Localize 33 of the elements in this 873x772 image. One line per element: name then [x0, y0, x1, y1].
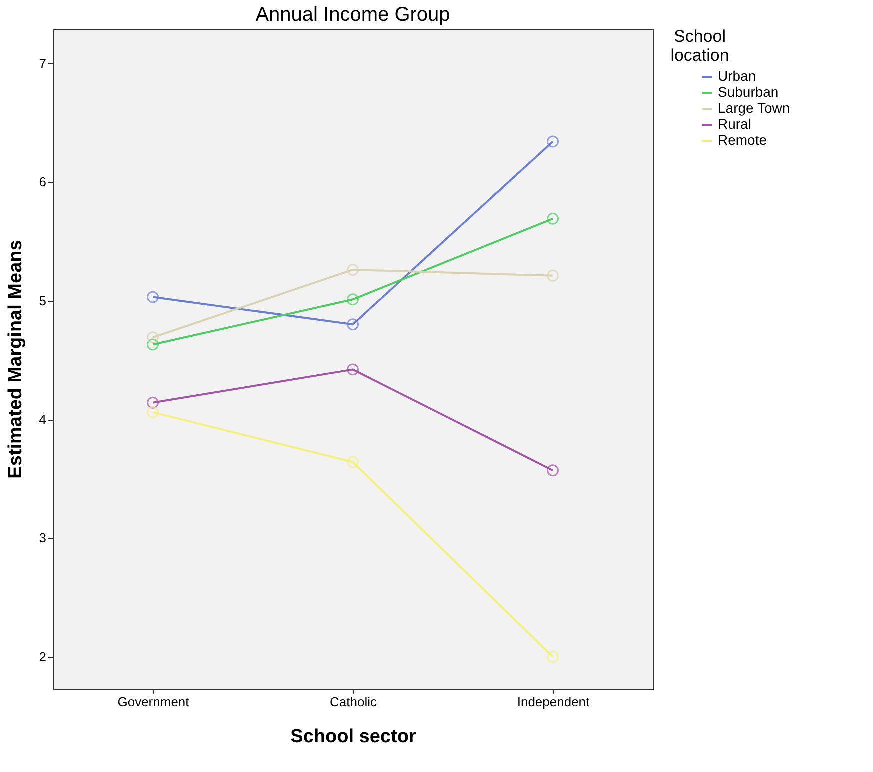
- point: [547, 270, 559, 282]
- legend-label: Suburban: [718, 84, 779, 100]
- point: [547, 464, 559, 477]
- legend-label: Large Town: [718, 100, 790, 116]
- x-axis-title: School sector: [290, 726, 417, 748]
- y-tick-label: 4: [39, 412, 46, 428]
- x-tick-label: Catholic: [330, 694, 378, 710]
- point: [547, 650, 559, 663]
- point: [347, 264, 359, 276]
- x-tick-label: Government: [118, 694, 190, 710]
- point: [347, 318, 359, 331]
- y-tick-label: 6: [39, 174, 46, 190]
- legend-label: Rural: [718, 116, 752, 132]
- point: [347, 364, 359, 376]
- legend-title: School location: [670, 27, 730, 65]
- point: [147, 332, 159, 344]
- legend-label: Urban: [718, 68, 756, 84]
- y-axis-title: Estimated Marginal Means: [5, 240, 26, 479]
- point: [547, 212, 559, 225]
- point: [347, 294, 359, 306]
- point: [147, 406, 159, 418]
- point: [147, 291, 159, 304]
- point: [147, 396, 159, 409]
- x-tick-label: Independent: [517, 694, 590, 710]
- point: [147, 338, 159, 351]
- y-tick-label: 3: [39, 530, 46, 546]
- point: [347, 456, 359, 468]
- chart-title: Annual Income Group: [256, 4, 450, 26]
- y-tick-label: 7: [39, 56, 46, 71]
- y-tick-label: 5: [39, 293, 46, 308]
- legend-label: Remote: [718, 132, 768, 148]
- point: [547, 136, 559, 148]
- y-tick-label: 2: [39, 649, 46, 664]
